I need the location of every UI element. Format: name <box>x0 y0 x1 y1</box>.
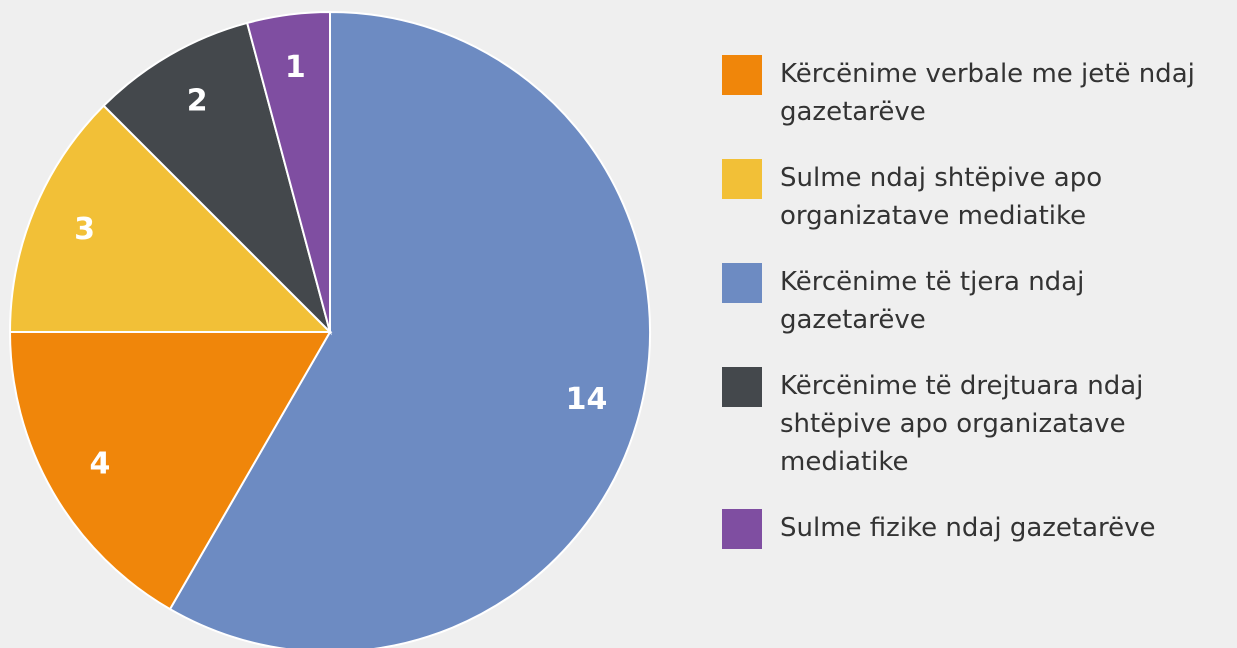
legend-item: Sulme fizike ndaj gazetarëve <box>722 509 1232 549</box>
pie-slice <box>168 10 651 648</box>
data-label: 4 <box>90 446 111 481</box>
pie-slice <box>8 331 332 611</box>
pie-slice <box>245 10 331 333</box>
legend-swatch <box>722 263 762 303</box>
pie-slice <box>102 21 332 336</box>
legend-item: Kërcënime verbale me jetë ndaj gazetarëv… <box>722 55 1232 131</box>
legend-label: Kërcënime verbale me jetë ndaj gazetarëv… <box>780 59 1195 127</box>
pie-slice <box>8 104 333 333</box>
legend-swatch <box>722 367 762 407</box>
legend: Kërcënime verbale me jetë ndaj gazetarëv… <box>722 55 1232 549</box>
legend-label: Sulme ndaj shtëpive apo organizatave med… <box>780 163 1103 231</box>
legend-label: Sulme fizike ndaj gazetarëve <box>780 513 1156 543</box>
data-label: 2 <box>187 83 208 118</box>
legend-label: Kërcënime të drejtuara ndaj shtëpive apo… <box>780 371 1144 477</box>
legend-item: Kërcënime të drejtuara ndaj shtëpive apo… <box>722 367 1232 481</box>
legend-item: Sulme ndaj shtëpive apo organizatave med… <box>722 159 1232 235</box>
legend-label: Kërcënime të tjera ndaj gazetarëve <box>780 267 1085 335</box>
legend-swatch <box>722 159 762 199</box>
data-label: 14 <box>566 382 608 417</box>
legend-item: Kërcënime të tjera ndaj gazetarëve <box>722 263 1232 339</box>
chart: 14 4 3 2 1 <box>8 10 651 648</box>
legend-swatch <box>722 55 762 95</box>
data-label: 1 <box>285 50 306 85</box>
data-label: 3 <box>74 212 95 247</box>
legend-swatch <box>722 509 762 549</box>
